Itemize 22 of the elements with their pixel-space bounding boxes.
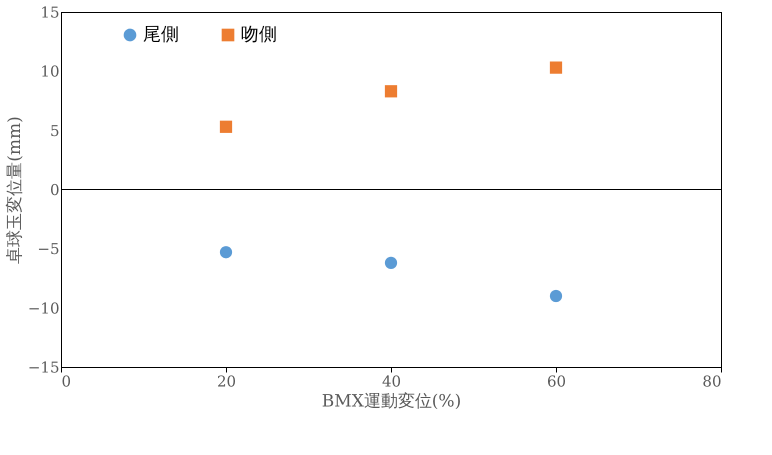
x-tick-label: 40 — [382, 372, 402, 390]
point — [550, 290, 562, 302]
point — [220, 246, 232, 258]
y-tick-label: −15 — [28, 358, 60, 376]
point — [550, 61, 562, 74]
y-tick-label: 5 — [50, 122, 60, 140]
y-axis-title: 卓球玉変位量(mm) — [4, 116, 25, 264]
y-tick-label: 10 — [40, 62, 60, 81]
y-tick-label: 15 — [40, 4, 60, 22]
point — [384, 256, 398, 269]
y-tick-label: −10 — [28, 299, 60, 318]
x-axis-title: BMX運動変位(%) — [322, 392, 462, 412]
x-tick-label: 80 — [702, 372, 722, 390]
point — [220, 120, 232, 133]
point — [384, 85, 398, 98]
x-tick-label: 60 — [546, 372, 566, 390]
legend-label: 吻側 — [241, 24, 277, 45]
legend-label: 尾側 — [143, 24, 179, 45]
x-tick-label: 0 — [62, 372, 72, 390]
x-tick-label: 20 — [216, 372, 236, 390]
y-tick-label: −5 — [37, 240, 60, 258]
y-tick-label: 0 — [50, 181, 60, 199]
